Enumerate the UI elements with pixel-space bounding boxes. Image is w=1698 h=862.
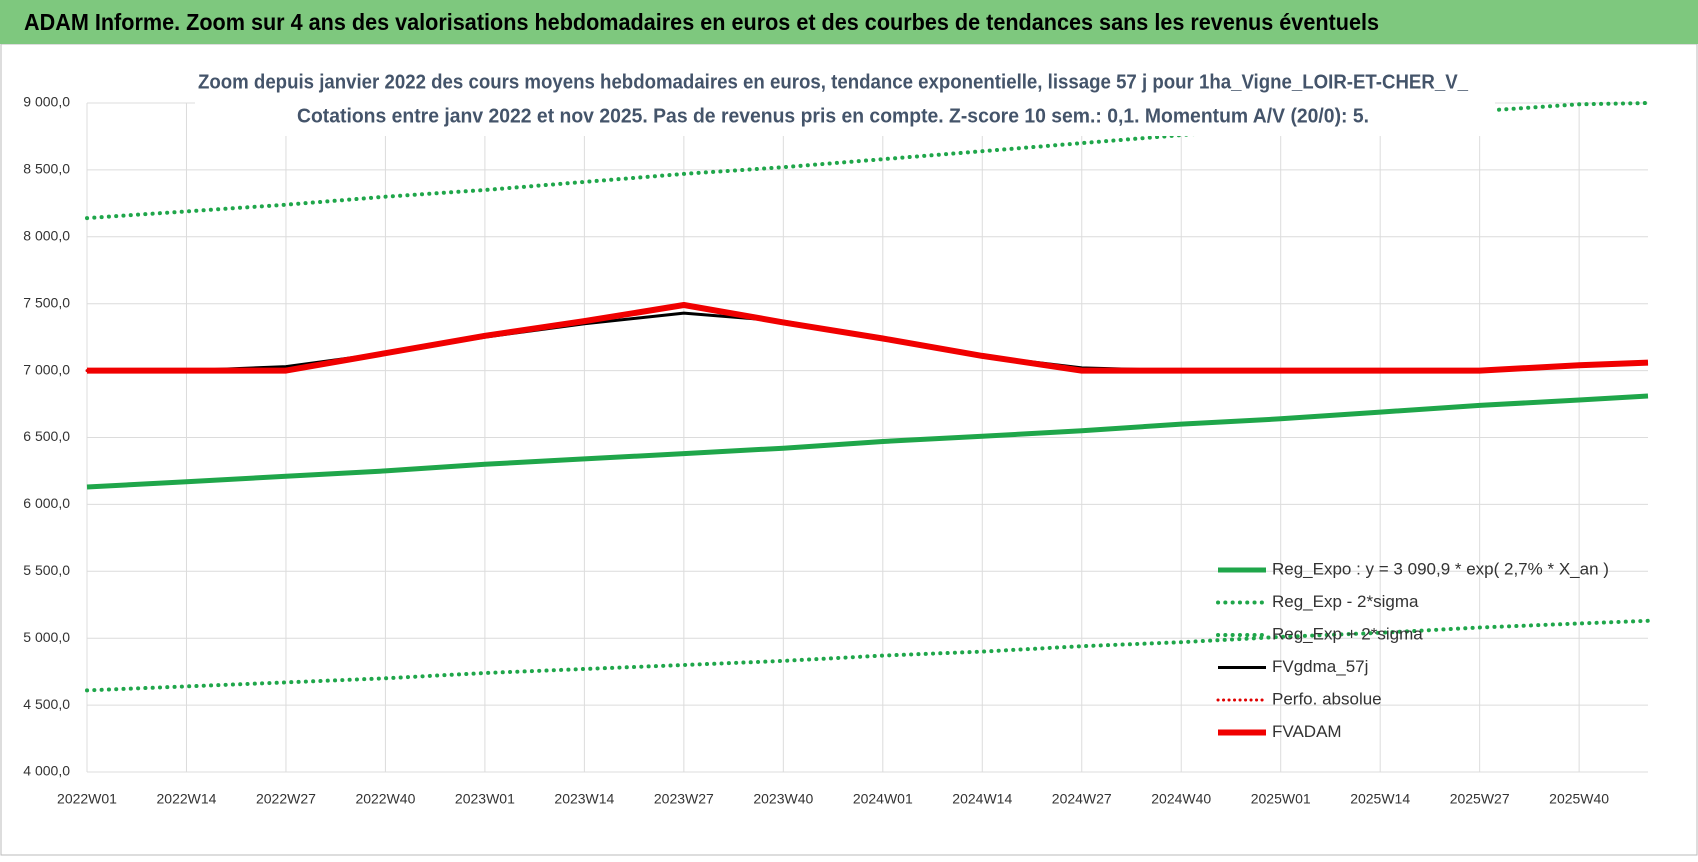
x-tick-label: 2022W14 [157,791,217,807]
y-tick-label: 8 000,0 [23,228,70,244]
header-bar [0,0,1698,44]
x-tick-label: 2025W40 [1549,791,1609,807]
x-tick-label: 2023W27 [654,791,714,807]
chart-title: Zoom depuis janvier 2022 des cours moyen… [198,71,1469,93]
y-tick-label: 9 000,0 [23,94,70,110]
x-tick-label: 2022W27 [256,791,316,807]
y-tick-label: 4 000,0 [23,763,70,779]
x-tick-label: 2023W40 [753,791,813,807]
x-tick-label: 2025W01 [1251,791,1311,807]
legend-label: Reg_Exp + 2*sigma [1272,624,1423,643]
legend-label: FVgdma_57j [1272,657,1368,676]
y-tick-label: 5 500,0 [23,562,70,578]
legend: Reg_Expo : y = 3 090,9 * exp( 2,7% * X_a… [1216,559,1609,741]
chart-subtitle: Cotations entre janv 2022 et nov 2025. P… [297,105,1369,127]
x-tick-label: 2022W40 [355,791,415,807]
y-tick-label: 6 000,0 [23,495,70,511]
series-line [87,302,1649,374]
title-box [195,64,1495,136]
x-tick-label: 2024W14 [952,791,1012,807]
x-tick-label: 2025W27 [1450,791,1510,807]
x-tick-label: 2024W01 [853,791,913,807]
x-tick-label: 2024W27 [1052,791,1112,807]
x-tick-label: 2025W14 [1350,791,1410,807]
x-tick-label: 2022W01 [57,791,117,807]
series-line [86,393,1649,490]
y-tick-label: 7 500,0 [23,294,70,310]
x-tick-label: 2023W01 [455,791,515,807]
y-tick-label: 5 000,0 [23,629,70,645]
y-tick-label: 7 000,0 [23,361,70,377]
y-tick-label: 6 500,0 [23,428,70,444]
header-title: ADAM Informe. Zoom sur 4 ans des valoris… [24,9,1379,35]
series-line [85,618,1650,693]
legend-label: FVADAM [1272,722,1342,741]
legend-label: Reg_Expo : y = 3 090,9 * exp( 2,7% * X_a… [1272,559,1609,578]
x-tick-label: 2023W14 [554,791,614,807]
legend-label: Perfo. absolue [1272,689,1382,708]
y-tick-label: 8 500,0 [23,161,70,177]
x-tick-label: 2024W40 [1151,791,1211,807]
chart-frame [0,43,1698,856]
y-tick-label: 4 500,0 [23,696,70,712]
legend-label: Reg_Exp - 2*sigma [1272,592,1419,611]
